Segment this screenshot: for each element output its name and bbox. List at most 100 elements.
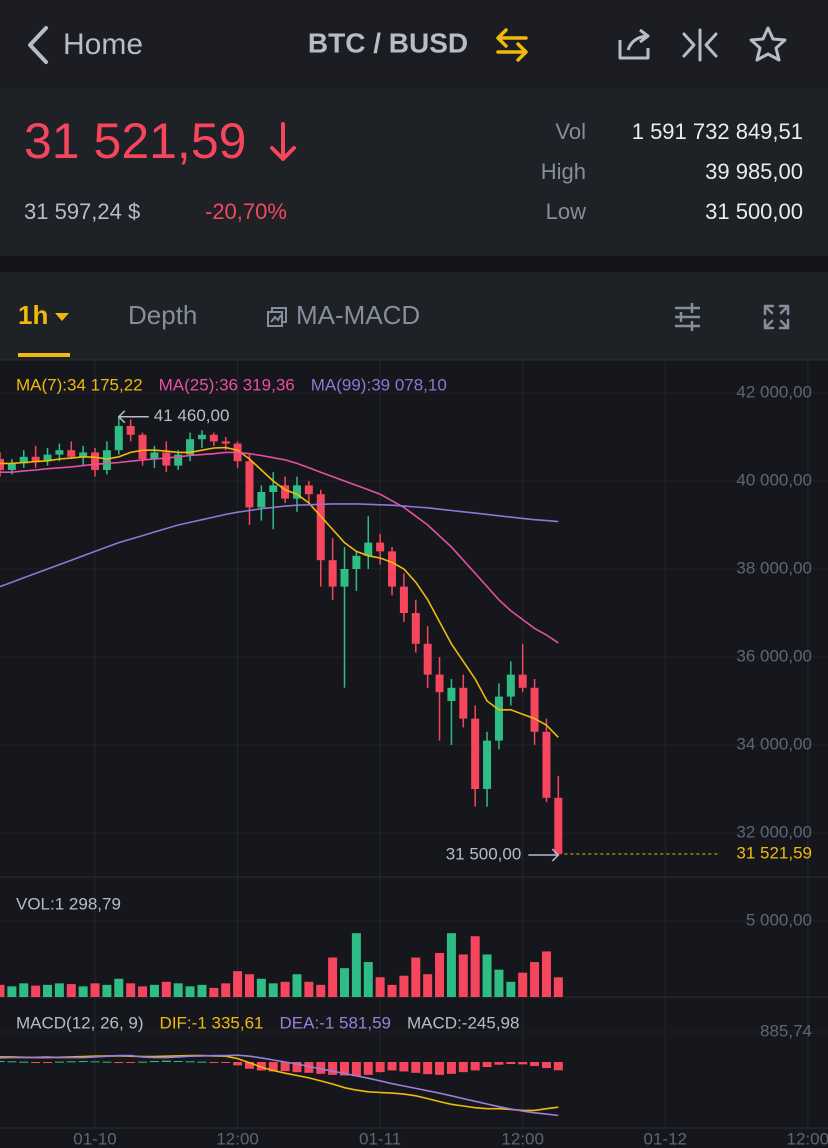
ma-line bbox=[0, 503, 559, 588]
candle-body bbox=[542, 731, 551, 798]
x-tick-label: 01-10 bbox=[73, 1129, 116, 1148]
macd-bar bbox=[114, 1061, 124, 1063]
share-icon[interactable] bbox=[618, 28, 650, 60]
volume-bar bbox=[328, 957, 338, 997]
candle-body bbox=[31, 456, 40, 462]
swap-icon[interactable] bbox=[496, 28, 528, 62]
volume-bar bbox=[423, 974, 433, 997]
candle-body bbox=[471, 718, 480, 789]
macd-bar bbox=[197, 1061, 207, 1063]
stat-value: 31 500,00 bbox=[705, 199, 803, 224]
fullscreen-icon[interactable] bbox=[763, 304, 790, 330]
macd-bar bbox=[66, 1061, 76, 1063]
volume-bar bbox=[268, 983, 278, 997]
candle-body bbox=[281, 485, 290, 499]
volume-bar bbox=[316, 984, 326, 997]
indicator-line bbox=[270, 314, 282, 323]
macd-bar bbox=[233, 1061, 243, 1066]
share-arrow bbox=[626, 28, 650, 51]
macd-bar bbox=[185, 1061, 195, 1063]
indicator-tab[interactable]: MA-MACD bbox=[296, 300, 420, 330]
macd-bar bbox=[0, 1060, 5, 1062]
candle-body bbox=[554, 797, 563, 855]
volume-bar bbox=[197, 984, 207, 997]
candle-body bbox=[7, 463, 16, 470]
volume-bar bbox=[340, 968, 350, 997]
volume-bar bbox=[138, 986, 148, 997]
macd-bar bbox=[351, 1061, 361, 1077]
volume-bar bbox=[530, 962, 540, 997]
candle-body bbox=[19, 456, 28, 464]
candle-body bbox=[328, 560, 337, 587]
volume-bar bbox=[506, 981, 516, 997]
candle-body bbox=[0, 459, 4, 470]
candle-body bbox=[352, 555, 361, 569]
macd-bar bbox=[256, 1061, 266, 1071]
candle-body bbox=[269, 485, 278, 492]
favorite-icon[interactable] bbox=[749, 26, 787, 62]
volume-bar bbox=[518, 972, 528, 997]
macd-bar bbox=[553, 1061, 563, 1071]
change-percent: -20,70% bbox=[205, 199, 287, 224]
y-tick-label: 885,74 bbox=[760, 1021, 812, 1040]
volume-bar bbox=[7, 986, 17, 997]
back-label[interactable]: Home bbox=[63, 28, 143, 61]
volume-bar bbox=[244, 974, 254, 997]
candle-body bbox=[304, 485, 313, 495]
candle-body bbox=[114, 426, 123, 451]
y-tick-label: 38 000,00 bbox=[736, 558, 812, 577]
usd-price: 31 597,24 $ bbox=[24, 199, 140, 224]
compare-icon[interactable] bbox=[682, 28, 718, 62]
volume-bar bbox=[256, 978, 266, 997]
volume-bar bbox=[351, 933, 361, 997]
settings-icon[interactable] bbox=[675, 303, 700, 331]
macd-bar bbox=[541, 1061, 551, 1069]
y-tick-label: 34 000,00 bbox=[736, 734, 812, 753]
slider-knobs bbox=[679, 303, 694, 331]
indicator-box bbox=[267, 311, 283, 327]
legend-entry: DEA:-1 581,59 bbox=[280, 1013, 392, 1032]
volume-bar bbox=[209, 987, 219, 997]
macd-bar bbox=[435, 1061, 445, 1075]
x-tick-label: 12:00 bbox=[787, 1129, 828, 1148]
macd-bar bbox=[494, 1061, 504, 1065]
volume-bar bbox=[482, 954, 492, 997]
macd-bar bbox=[506, 1061, 516, 1065]
stat-label: Low bbox=[546, 199, 586, 224]
macd-bar bbox=[268, 1061, 278, 1072]
macd-bar bbox=[161, 1060, 171, 1062]
depth-tab[interactable]: Depth bbox=[128, 300, 197, 330]
y-tick-label: 5 000,00 bbox=[746, 911, 812, 930]
annotation-arrow bbox=[528, 848, 560, 862]
swap-arrow bbox=[496, 28, 528, 48]
stat-value: 39 985,00 bbox=[705, 159, 803, 184]
volume-bar bbox=[494, 969, 504, 997]
ma-line bbox=[0, 446, 559, 738]
macd-bar bbox=[280, 1061, 290, 1072]
macd-bar bbox=[446, 1061, 456, 1074]
back-button[interactable]: Home bbox=[28, 26, 143, 64]
legend-entry: MA(25):36 319,36 bbox=[159, 375, 295, 394]
down-arrow-icon bbox=[270, 122, 296, 161]
interval-tab[interactable]: 1h bbox=[18, 300, 48, 330]
pair-title[interactable]: BTC / BUSD bbox=[308, 27, 468, 58]
down-arrow bbox=[270, 122, 296, 161]
candle-body bbox=[447, 687, 456, 701]
candle-body bbox=[435, 674, 444, 693]
volume-bar bbox=[435, 952, 445, 997]
candle-body bbox=[209, 434, 218, 442]
stat-label: Vol bbox=[555, 119, 586, 144]
candle-body bbox=[257, 492, 266, 508]
volume-bar bbox=[161, 981, 171, 997]
annotation-label: 31 500,00 bbox=[446, 844, 522, 863]
volume-bar bbox=[375, 977, 385, 997]
macd-bar bbox=[138, 1061, 148, 1063]
macd-bar bbox=[328, 1061, 338, 1075]
macd-bar bbox=[530, 1061, 540, 1067]
share-box bbox=[618, 40, 650, 60]
macd-bar bbox=[149, 1060, 159, 1062]
candle-body bbox=[138, 434, 147, 459]
price-label: 31 521,59 bbox=[736, 844, 812, 863]
macd-bar bbox=[518, 1061, 528, 1065]
volume-bar bbox=[66, 984, 76, 997]
